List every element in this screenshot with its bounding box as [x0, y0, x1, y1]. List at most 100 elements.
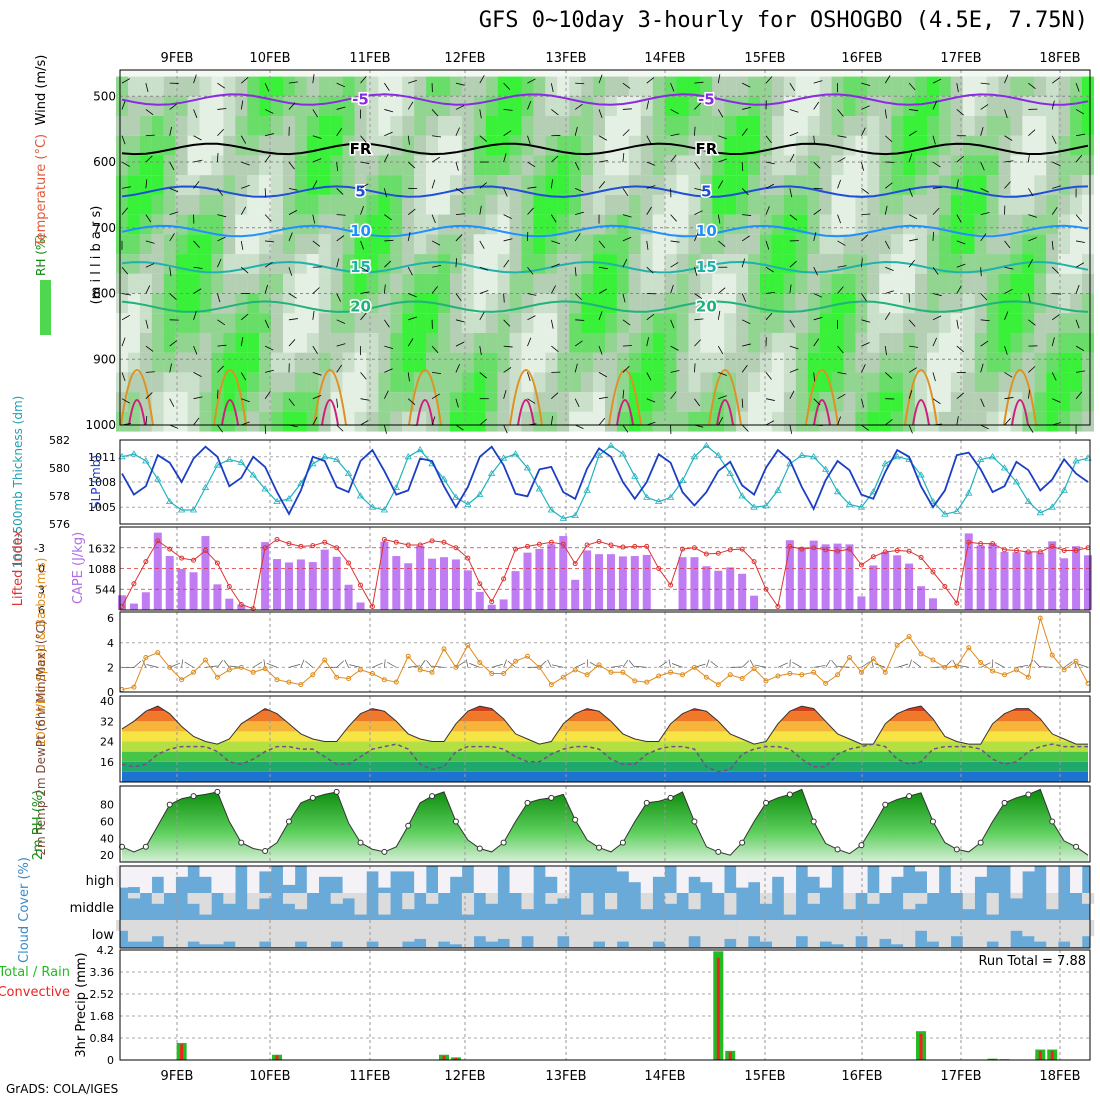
cloud-cell: [604, 920, 618, 947]
rh-cell: [879, 234, 892, 255]
wind-speed-marker: [262, 666, 268, 672]
wind-barb: [479, 205, 482, 215]
rh-cell: [116, 352, 128, 373]
wind-barb: [455, 127, 460, 136]
wind-barb: [813, 187, 823, 190]
wind-speed-marker: [572, 667, 578, 673]
rh-cell: [581, 175, 594, 195]
rh-cell: [855, 392, 868, 412]
lifted-index-marker: [536, 541, 542, 547]
rh-cell: [986, 392, 999, 412]
cloud-cell: [843, 893, 856, 910]
rh-cell: [163, 96, 176, 117]
rh-cell: [533, 76, 546, 97]
rh-cell: [175, 194, 188, 215]
rh-cell: [736, 332, 749, 353]
rh-cell: [700, 234, 713, 255]
wind-barb: [741, 258, 746, 268]
rh-cell: [175, 175, 188, 195]
cloud-cell: [736, 920, 749, 947]
rh-cell: [223, 313, 236, 333]
rh-cell: [414, 293, 427, 314]
rh-cell: [962, 273, 975, 294]
thickness-marker: [1024, 497, 1033, 504]
wind-speed-marker: [274, 677, 280, 683]
rh-cell: [199, 313, 212, 333]
rh-cell: [330, 76, 343, 97]
lifted-index-marker: [358, 582, 364, 588]
wind-barb: [1004, 109, 1008, 119]
rh-cell: [891, 254, 904, 274]
rh-cell: [771, 214, 784, 235]
rh-cell: [187, 411, 200, 432]
rh-cell: [1070, 352, 1083, 373]
pressure-tick-label: 1000: [85, 418, 116, 432]
rh-marker: [381, 848, 388, 855]
isotherm-25-line: [120, 369, 154, 426]
isotherm-25-line: [213, 369, 247, 426]
lifted-index-marker: [858, 562, 864, 568]
thickness-marker: [583, 486, 591, 493]
thickness-marker: [237, 458, 245, 465]
rh-cell: [461, 372, 474, 393]
wind-barb: [646, 313, 655, 321]
rh-cell: [688, 194, 701, 215]
rh-cell: [366, 155, 379, 176]
rh-cell: [521, 411, 534, 432]
rh-cell: [891, 76, 904, 97]
rh-cell: [485, 332, 498, 353]
rh-cell: [1058, 411, 1071, 432]
wind-barb: [765, 420, 775, 426]
rh-marker: [858, 842, 865, 849]
rh-cell: [795, 332, 808, 353]
cape-bar: [738, 573, 747, 610]
cape-bar: [857, 596, 866, 610]
rh-cell: [438, 254, 450, 274]
rh-cell: [712, 313, 725, 333]
rh-cell: [127, 96, 140, 117]
surface-wind-barb: [874, 663, 886, 668]
rh-cell: [282, 194, 295, 215]
date-label-bottom: 12FEB: [444, 1069, 485, 1084]
rh-cell: [342, 352, 355, 373]
wind-barb: [1052, 398, 1061, 403]
rh-marker: [214, 788, 221, 795]
wind-barb: [336, 161, 339, 172]
rh-cell: [903, 76, 916, 97]
rh-cell: [414, 135, 427, 156]
rh-cell: [652, 234, 665, 255]
rh-legend-swatch: [40, 280, 51, 335]
cloud-cell: [330, 920, 343, 942]
wind-barb: [312, 214, 316, 224]
rh-cell: [1070, 135, 1083, 156]
isotherm-label: 5: [355, 183, 365, 201]
cloud-layer-label: high: [86, 874, 114, 889]
rh-cell: [318, 214, 331, 235]
rh-cell: [938, 313, 951, 333]
wind-speed-marker: [202, 657, 208, 663]
rh-cell: [1022, 194, 1035, 215]
rh-cell: [795, 273, 808, 294]
surface-wind-barb: [181, 659, 184, 668]
rh-cell: [760, 313, 772, 333]
lifted-index-marker: [274, 536, 280, 542]
rh-cell: [903, 234, 916, 255]
wind-barb: [646, 372, 652, 381]
precip-tick-label: 4.2: [97, 944, 115, 957]
rh-cell: [1082, 214, 1094, 235]
cloud-cell: [879, 866, 892, 893]
rh-cell: [664, 76, 677, 97]
thickness-marker: [511, 450, 520, 457]
rh-cell: [354, 273, 367, 294]
wind-barb: [837, 345, 844, 354]
thickness-marker: [881, 460, 889, 467]
cloud-cell: [306, 920, 320, 947]
wind-speed-marker: [1037, 615, 1043, 621]
wind-speed-marker: [381, 677, 387, 683]
cloud-cell: [616, 920, 630, 942]
rh-cell: [247, 76, 260, 97]
wind-barb: [765, 398, 775, 401]
rh-cell: [151, 155, 164, 176]
rh-cell: [974, 313, 987, 333]
cloud-cell: [449, 866, 463, 877]
